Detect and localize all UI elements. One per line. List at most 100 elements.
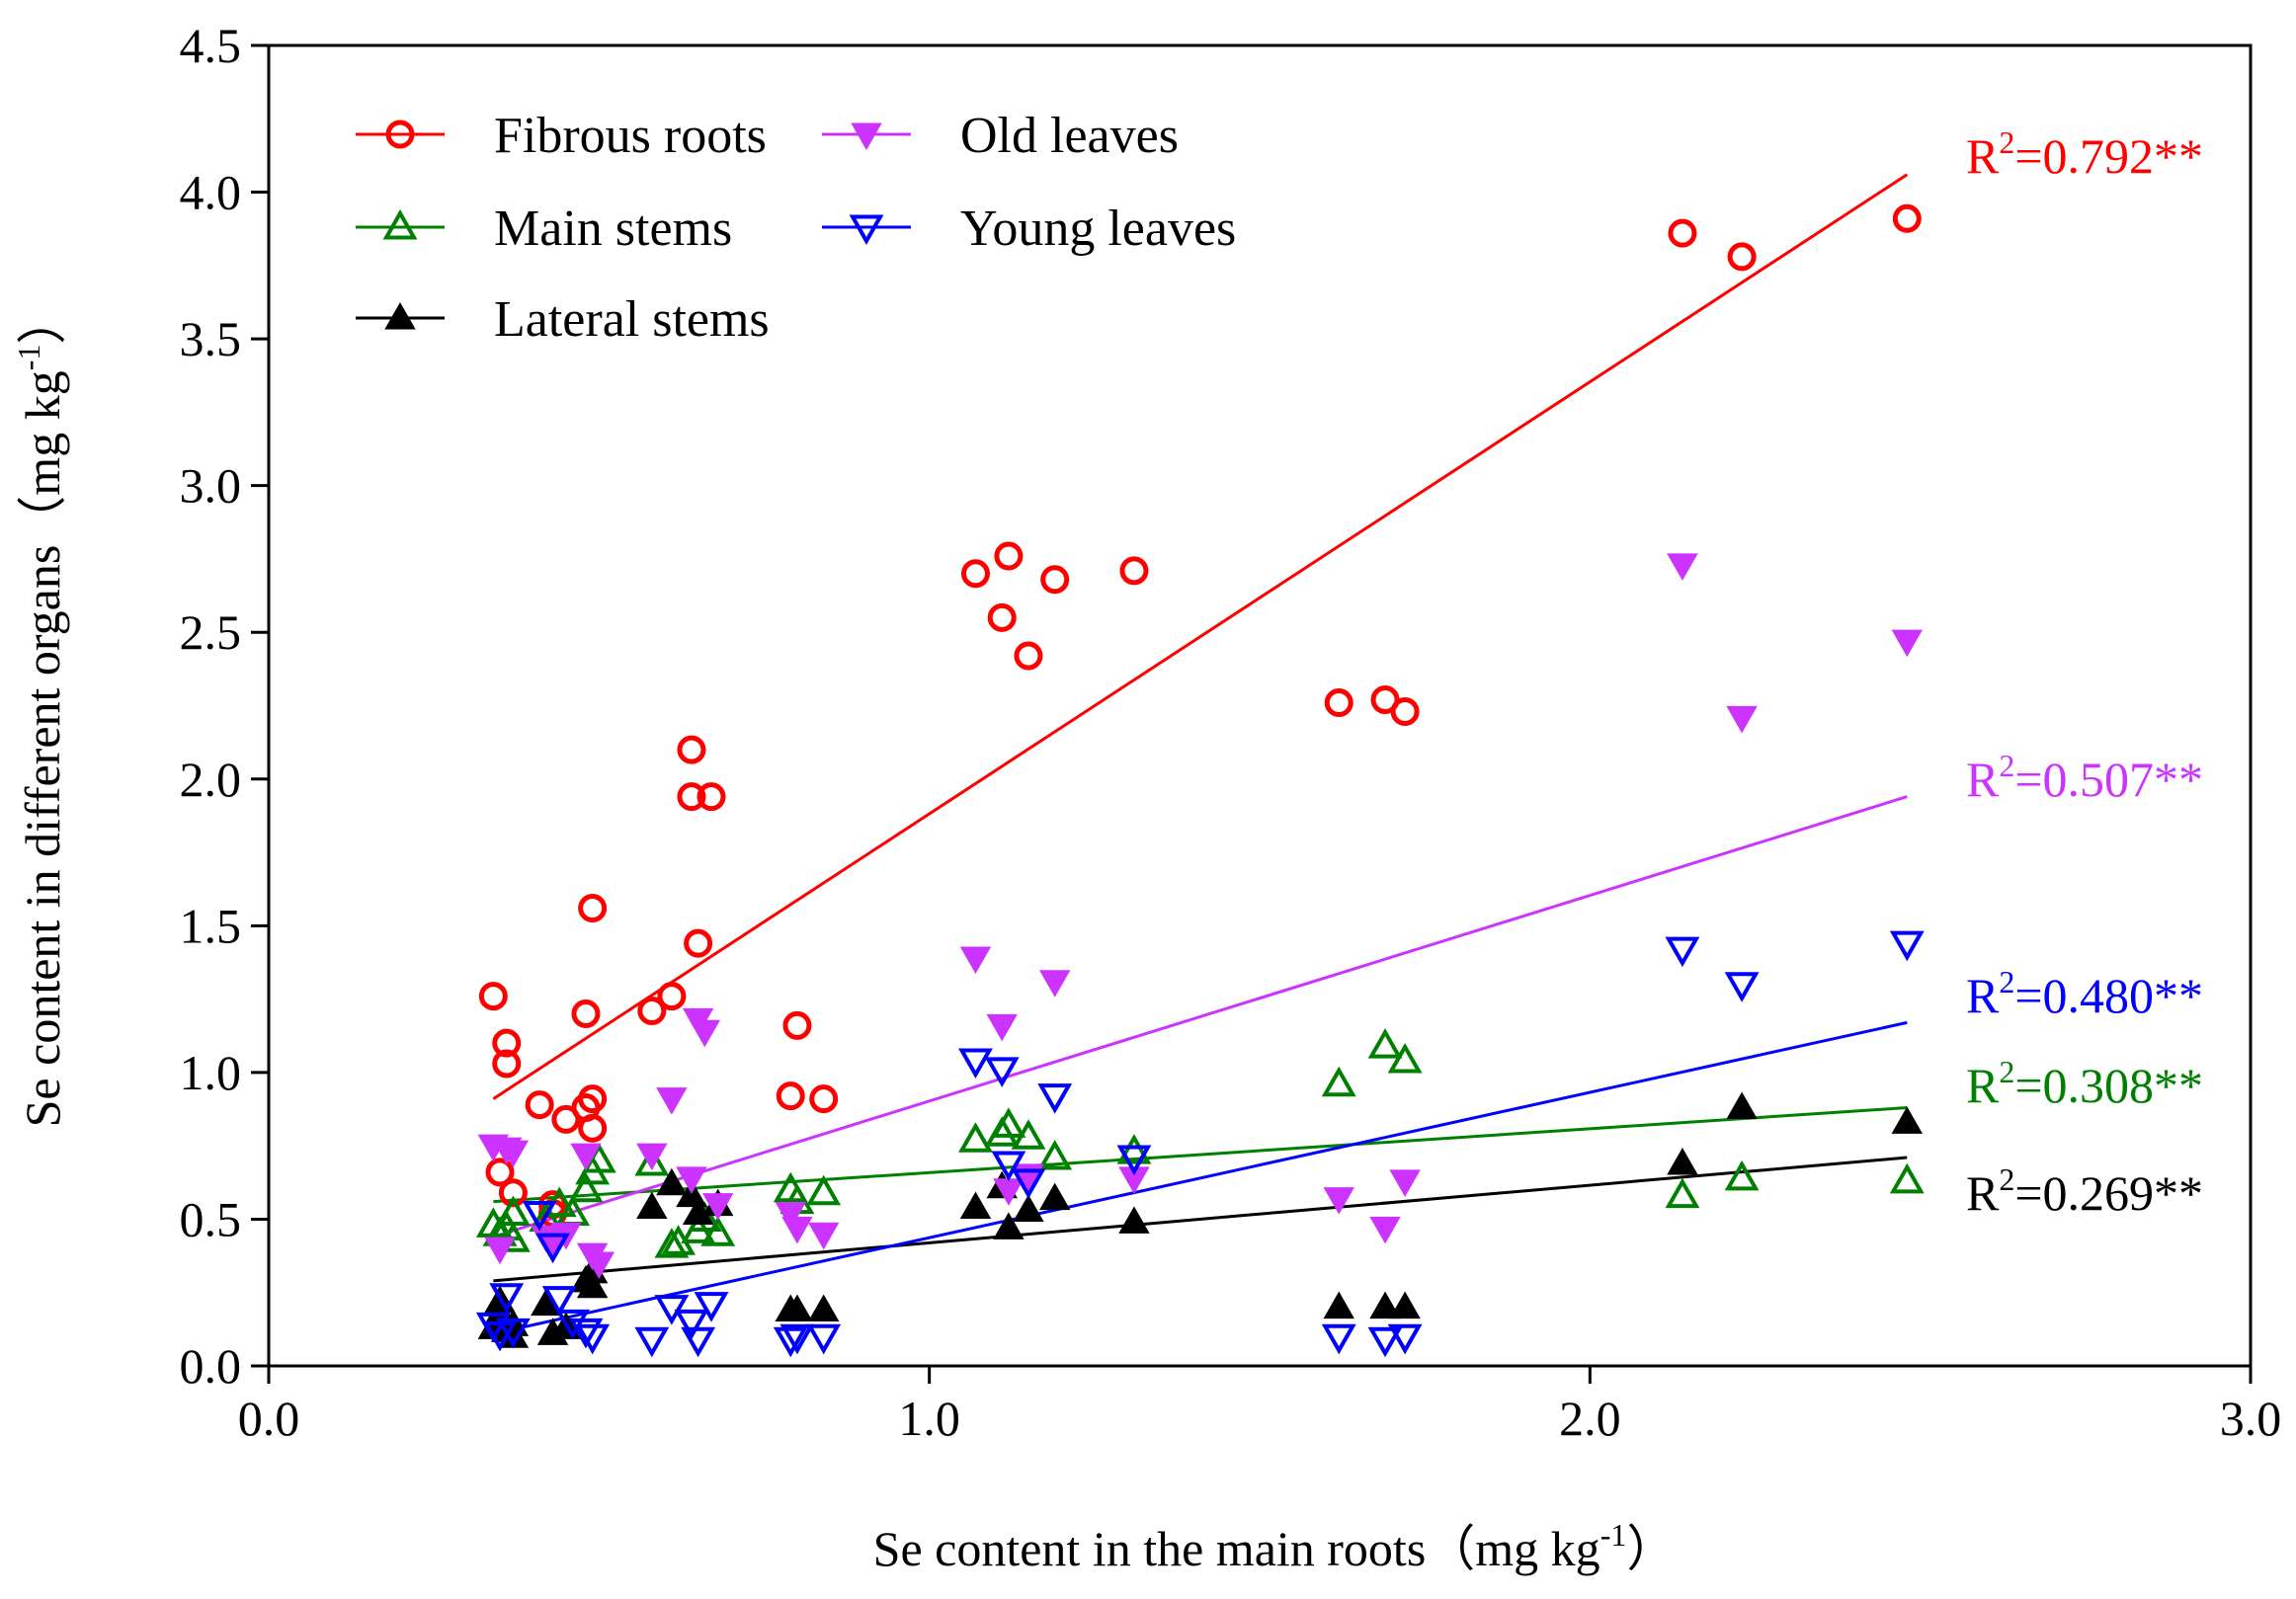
legend-label: Old leaves xyxy=(960,108,1179,164)
point-fibrous-roots xyxy=(677,735,706,764)
point-main-stems xyxy=(1037,1140,1073,1170)
x-tick-label: 0.0 xyxy=(238,1391,300,1446)
point-main-stems xyxy=(1889,1162,1925,1194)
point-young-leaves xyxy=(568,1318,604,1349)
point-lateral-stems xyxy=(1038,1182,1071,1211)
point-lateral-stems xyxy=(993,1212,1025,1239)
point-fibrous-roots xyxy=(578,1113,608,1143)
point-fibrous-roots xyxy=(1324,688,1353,718)
point-young-leaves xyxy=(1011,1168,1046,1199)
legend-marker xyxy=(851,122,882,151)
point-fibrous-roots xyxy=(776,1081,805,1111)
regression-lines xyxy=(492,173,1909,1335)
point-young-leaves xyxy=(681,1326,716,1358)
point-main-stems xyxy=(1321,1066,1356,1097)
point-young-leaves xyxy=(779,1323,815,1355)
point-young-leaves xyxy=(1665,936,1700,968)
point-fibrous-roots xyxy=(578,894,608,923)
point-young-leaves xyxy=(773,1326,808,1358)
point-fibrous-roots xyxy=(1668,218,1697,248)
point-lateral-stems xyxy=(576,1270,609,1299)
point-fibrous-roots xyxy=(1014,641,1043,671)
point-young-leaves xyxy=(1116,1145,1152,1176)
point-fibrous-roots xyxy=(571,999,601,1028)
point-lateral-stems xyxy=(1891,1106,1924,1134)
data-points xyxy=(475,203,1925,1358)
y-tick-label: 4.0 xyxy=(180,165,242,220)
point-lateral-stems xyxy=(1369,1291,1401,1319)
r-squared-labels: R2=0.792** R2=0.308** R2=0.269** R2=0.507**… xyxy=(1966,124,2203,1221)
point-fibrous-roots xyxy=(578,1084,608,1114)
point-old-leaves xyxy=(701,1193,734,1221)
point-lateral-stems xyxy=(1323,1291,1354,1319)
point-old-leaves xyxy=(689,1019,721,1048)
point-fibrous-roots xyxy=(657,982,687,1011)
point-main-stems xyxy=(1665,1177,1700,1209)
point-young-leaves xyxy=(541,1286,577,1317)
point-old-leaves xyxy=(781,1216,813,1244)
legend-item-lateral-stems: Lateral stems xyxy=(356,291,770,348)
point-lateral-stems xyxy=(781,1294,813,1322)
point-main-stems xyxy=(1367,1028,1403,1059)
point-main-stems xyxy=(654,1228,690,1258)
point-fibrous-roots xyxy=(485,1158,515,1187)
point-main-stems xyxy=(634,1145,670,1176)
point-young-leaves xyxy=(575,1323,611,1355)
point-old-leaves xyxy=(1389,1169,1421,1197)
point-old-leaves xyxy=(986,1013,1018,1042)
fit-line-lateral-stems xyxy=(493,1156,1908,1283)
point-old-leaves xyxy=(570,1143,602,1171)
series-main-stems xyxy=(475,1028,1925,1258)
point-fibrous-roots xyxy=(478,982,508,1011)
point-old-leaves xyxy=(497,1140,530,1168)
point-main-stems xyxy=(495,1195,531,1227)
legend-item-fibrous-roots: Fibrous roots xyxy=(356,108,767,164)
r2-label-main-stems: R2=0.308** xyxy=(1966,1054,2203,1113)
x-axis-title: Se content in the main roots（mg kg-1） xyxy=(873,1517,1677,1576)
point-lateral-stems xyxy=(807,1294,840,1322)
legend-label: Main stems xyxy=(494,200,732,257)
y-tick-label: 2.5 xyxy=(180,604,242,660)
fit-line-fibrous-roots xyxy=(492,173,1909,1100)
point-main-stems xyxy=(568,1171,604,1203)
legend: Fibrous roots Main stems Lateral stems Old … xyxy=(356,108,1236,348)
y-tick-label: 0.0 xyxy=(180,1338,242,1394)
point-fibrous-roots xyxy=(1119,556,1149,586)
point-old-leaves xyxy=(1667,553,1698,581)
point-fibrous-roots xyxy=(994,541,1024,571)
point-young-leaves xyxy=(958,1048,993,1079)
point-lateral-stems xyxy=(959,1191,992,1220)
point-young-leaves xyxy=(1724,972,1760,1002)
point-fibrous-roots xyxy=(492,1028,522,1058)
legend-marker xyxy=(384,301,416,330)
point-old-leaves xyxy=(583,1251,615,1280)
point-young-leaves xyxy=(1367,1326,1403,1358)
r2-label-fibrous-roots: R2=0.792** xyxy=(1966,124,2203,184)
point-old-leaves xyxy=(1369,1216,1401,1244)
point-lateral-stems xyxy=(1726,1091,1758,1120)
point-young-leaves xyxy=(535,1233,570,1264)
point-old-leaves xyxy=(1891,629,1924,658)
point-fibrous-roots xyxy=(987,602,1017,632)
point-old-leaves xyxy=(807,1222,840,1250)
point-young-leaves xyxy=(694,1292,729,1322)
point-old-leaves xyxy=(1038,970,1071,998)
point-lateral-stems xyxy=(1667,1147,1698,1175)
point-fibrous-roots xyxy=(697,782,726,812)
point-young-leaves xyxy=(555,1309,591,1340)
point-young-leaves xyxy=(674,1309,709,1340)
axes xyxy=(267,43,2253,1368)
legend-marker xyxy=(385,120,415,149)
legend-label: Fibrous roots xyxy=(494,108,767,164)
point-lateral-stems xyxy=(656,1167,688,1196)
y-tick-label: 3.0 xyxy=(180,458,242,514)
point-fibrous-roots xyxy=(525,1090,554,1120)
point-young-leaves xyxy=(984,1057,1020,1087)
point-fibrous-roots xyxy=(960,559,990,589)
legend-item-young-leaves: Young leaves xyxy=(822,200,1236,257)
point-young-leaves xyxy=(654,1295,690,1325)
fit-line-old-leaves xyxy=(492,795,1908,1239)
point-main-stems xyxy=(1724,1159,1760,1191)
point-old-leaves xyxy=(1323,1187,1354,1215)
